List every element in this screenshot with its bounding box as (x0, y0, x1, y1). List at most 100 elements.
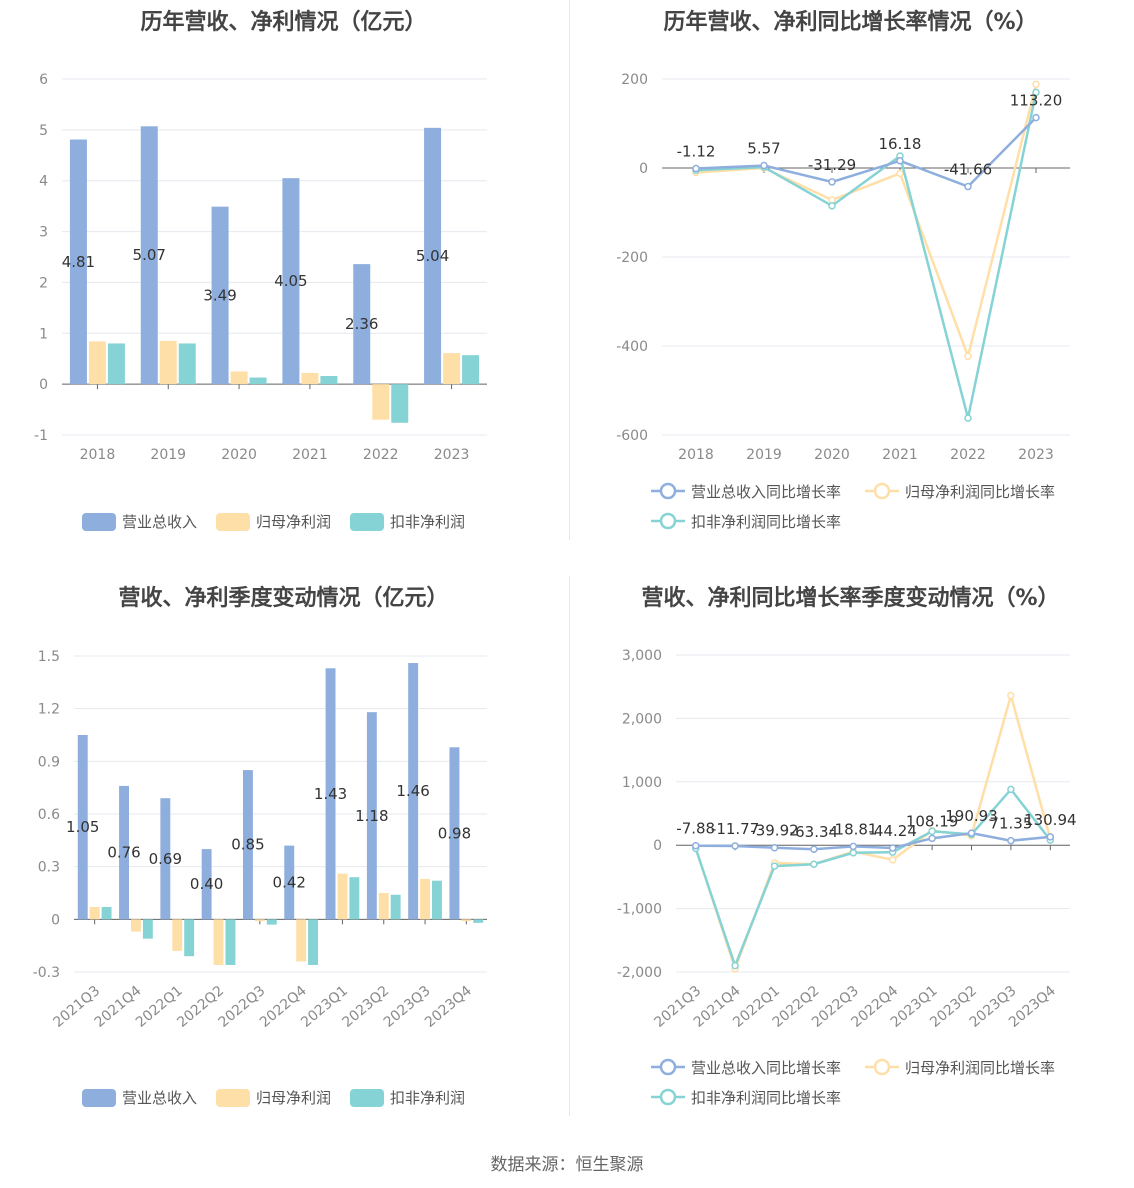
annual-revenue-profit-chart: -1 0 1 2 3 4 5 6 2018 2019 2020 2021 2022 2023 4.81 5.0… (34, 72, 487, 531)
data-point (849, 842, 858, 851)
bar-3 (101, 907, 112, 920)
chart-title: 历年营收、净利同比增长率情况（%） (663, 10, 1038, 35)
bar-2 (230, 371, 248, 385)
bar-3 (349, 877, 360, 920)
data-point (896, 169, 904, 178)
chart-title: 营收、净利季度变动情况（亿元） (118, 586, 449, 611)
y-tick-label: -0.3 (33, 965, 60, 981)
y-tick-label: 0.3 (38, 860, 60, 876)
data-label: 190.93 (945, 807, 998, 825)
y-tick-label: 200 (621, 72, 648, 88)
bar-1 (201, 849, 212, 920)
x-tick-label: 2020 (221, 447, 257, 463)
y-tick-label: -1,000 (617, 902, 662, 918)
bar-1 (449, 747, 460, 920)
data-point (928, 827, 936, 836)
y-tick-label: 1,000 (622, 775, 662, 791)
legend-label: 扣非净利润 (390, 513, 465, 531)
data-label: 108.19 (906, 812, 959, 830)
legend-swatch-marker (659, 512, 677, 530)
annual-bar-panel: 历年营收、净利情况（亿元） -1 0 1 2 3 4 5 6 2018 2019 2020 2021 2… (0, 0, 567, 576)
data-label: 5.57 (747, 140, 780, 158)
bar-3 (225, 919, 236, 965)
data-point (964, 182, 972, 191)
bar-1 (282, 178, 300, 385)
y-tick-label: 3,000 (622, 648, 662, 664)
bar-1 (211, 206, 229, 385)
y-tick-label: -400 (616, 339, 648, 355)
legend-swatch (350, 1089, 384, 1107)
data-point (888, 856, 897, 864)
legend-label: 营业总收入 (122, 513, 197, 531)
data-label: 2.36 (345, 315, 378, 333)
bar-1 (119, 785, 129, 920)
bar-3 (266, 919, 277, 925)
data-point (692, 164, 700, 173)
data-label: -31.29 (808, 156, 856, 174)
legend-swatch-marker (659, 482, 677, 500)
x-tick-label: 2022 (363, 447, 399, 463)
data-point (928, 834, 936, 843)
bar-3 (391, 384, 409, 423)
y-tick-label: 1.5 (38, 649, 60, 665)
panel-divider (569, 0, 570, 540)
y-tick-label: -200 (616, 250, 648, 266)
y-tick-label: 6 (39, 72, 48, 88)
y-tick-label: 3 (39, 225, 48, 241)
data-source: 数据来源：恒生聚源 (490, 1155, 644, 1175)
data-label: 1.05 (66, 818, 99, 836)
bar-3 (462, 355, 480, 385)
data-label: 0.76 (107, 844, 140, 862)
data-point (770, 862, 779, 870)
y-tick-label: 0 (639, 161, 648, 177)
data-point (964, 352, 972, 360)
x-tick-label: 2023 (1018, 447, 1054, 463)
data-point (1046, 833, 1055, 841)
legend-label: 归母净利润同比增长率 (905, 1059, 1055, 1077)
data-label: -41.66 (944, 161, 992, 179)
data-label: -39.92 (750, 822, 798, 840)
series-line-2 (695, 84, 1038, 361)
y-tick-label: 4 (39, 174, 48, 190)
series-line-1 (695, 831, 1051, 851)
bar-2 (254, 919, 265, 922)
bar-1 (77, 735, 88, 920)
data-point (888, 844, 897, 852)
y-tick-label: 2,000 (622, 711, 662, 727)
data-label: 4.81 (62, 253, 95, 271)
legend-swatch-marker (873, 482, 891, 500)
bar-3 (473, 919, 484, 923)
bar-3 (432, 880, 442, 920)
bar-1 (424, 127, 442, 385)
bar-1 (325, 668, 336, 920)
bar-1 (69, 139, 87, 385)
data-label: 5.07 (133, 246, 166, 264)
bar-1 (366, 712, 377, 920)
data-label: 1.43 (314, 785, 347, 803)
quarterly-bar-panel: 营收、净利季度变动情况（亿元） -0.3 0 0.3 0.6 0.9 1.2 1.5 2021… (0, 576, 567, 1152)
data-label: 16.18 (879, 135, 922, 153)
quarterly-growth-chart: -2,000-1,00001,0002,0003,0002021Q32021Q4… (617, 648, 1077, 1107)
bar-2 (420, 878, 431, 920)
quarterly-revenue-profit-chart: -0.300.30.60.91.21.52021Q32021Q42022Q120… (33, 649, 487, 1107)
bar-1 (160, 798, 171, 920)
bar-3 (107, 343, 125, 385)
x-tick-label: 2021 (292, 447, 328, 463)
data-label: 5.04 (416, 247, 449, 265)
legend-label: 扣非净利润同比增长率 (691, 1089, 841, 1107)
data-label: -44.24 (869, 822, 917, 840)
data-point (731, 961, 739, 970)
bar-2 (461, 919, 472, 922)
data-label: 0.98 (438, 824, 471, 842)
legend-label: 归母净利润 (256, 1089, 331, 1107)
y-tick-label: -600 (616, 428, 648, 444)
data-label: 71.35 (989, 815, 1032, 833)
annual-growth-panel: 历年营收、净利同比增长率情况（%） -600 -400 -200 0 200 2018 20… (567, 0, 1134, 576)
bar-1 (242, 770, 253, 920)
data-label: -1.12 (677, 142, 716, 160)
y-tick-label: 0 (39, 377, 48, 393)
legend-label: 归母净利润 (256, 513, 331, 531)
legend-label: 扣非净利润 (390, 1089, 465, 1107)
data-point (770, 843, 779, 852)
data-label: 3.49 (203, 286, 236, 304)
